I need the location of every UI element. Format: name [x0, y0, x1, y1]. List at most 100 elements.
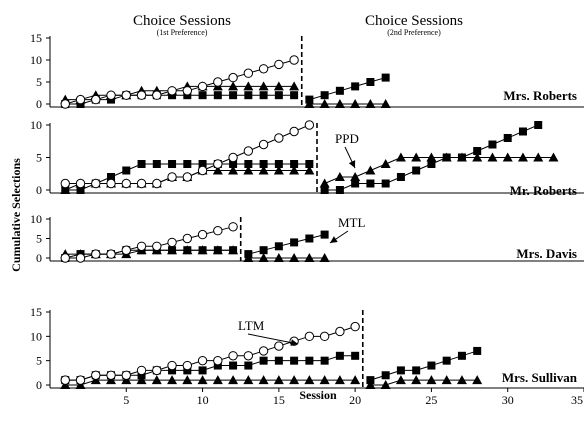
data-point-triangle [533, 152, 544, 162]
series-line [65, 94, 295, 105]
data-point-circle [91, 249, 101, 259]
data-point-triangle [395, 152, 406, 162]
series-triangle-filled [60, 152, 559, 194]
data-point-triangle [304, 165, 315, 175]
data-point-square [122, 166, 131, 175]
panel-label: Mrs. Sullivan [502, 370, 578, 385]
panel-label: Mr. Roberts [510, 183, 577, 198]
series-circle-open [60, 120, 315, 189]
data-point-square [381, 73, 390, 82]
y-tick-label: 0 [36, 97, 42, 111]
annotation-arrowhead [290, 339, 298, 347]
data-point-circle [75, 94, 86, 105]
data-point-square [366, 78, 375, 86]
data-point-triangle [472, 375, 483, 385]
data-point-square [381, 179, 390, 188]
y-tick-label: 10 [30, 212, 42, 226]
x-tick-label: 10 [197, 393, 209, 407]
data-point-triangle [289, 81, 300, 91]
x-axis: 5 10 15 20 25 30 35 [123, 388, 584, 407]
data-point-circle [258, 64, 269, 74]
data-point-square [229, 91, 238, 100]
panel-3: 0 5 10 Mrs. Davis MTL [30, 212, 584, 265]
data-point-triangle [304, 375, 315, 385]
data-point-circle [121, 90, 131, 100]
data-point-square [351, 351, 360, 360]
data-point-circle [121, 370, 131, 380]
data-point-triangle [350, 172, 361, 181]
data-point-square [366, 179, 375, 188]
data-point-circle [258, 346, 269, 356]
data-point-triangle [426, 375, 437, 385]
data-point-circle [197, 81, 208, 92]
data-point-square [229, 160, 238, 168]
series-line [324, 157, 554, 184]
panel-label: Mrs. Roberts [503, 88, 577, 103]
data-point-circle [75, 178, 86, 189]
data-point-square [335, 351, 344, 360]
data-point-circle [106, 178, 116, 189]
data-point-triangle [456, 375, 467, 385]
data-point-square [412, 366, 421, 375]
annotation-arrow [247, 333, 299, 345]
data-point-square [457, 351, 466, 360]
data-point-circle [197, 165, 208, 176]
data-point-square [320, 91, 329, 100]
annotation-arrowhead [330, 236, 338, 243]
data-point-square [198, 91, 207, 100]
data-point-circle [274, 133, 284, 143]
phase-title-2: Choice Sessions [365, 13, 463, 29]
data-point-square [305, 160, 314, 168]
data-point-square [274, 91, 283, 100]
data-point-circle [75, 253, 86, 263]
panel-1: 0 5 10 15 Mrs. Roberts [30, 31, 584, 111]
phase-subtitle-1: (1st Preference) [157, 28, 208, 37]
panels: 0 5 10 15 Mrs. Roberts 0 5 10 Mr. Roberts PPD 0 5 10… [30, 31, 584, 392]
data-point-circle [243, 68, 254, 78]
data-point-triangle [472, 152, 483, 162]
annotation-label: PPD [335, 131, 359, 146]
data-point-triangle [304, 253, 315, 262]
data-point-circle [197, 229, 208, 240]
data-point-square [229, 361, 238, 370]
data-point-square [259, 160, 268, 168]
data-point-triangle [319, 253, 330, 262]
x-tick-label: 5 [123, 393, 129, 407]
x-tick-label: 25 [425, 393, 437, 407]
y-tick-label: 10 [30, 118, 42, 132]
annotation-label: LTM [238, 318, 265, 333]
phase-subtitle-2: (2nd Preference) [387, 28, 441, 37]
data-point-triangle [167, 375, 178, 385]
data-point-square [396, 173, 405, 181]
data-point-square [107, 173, 116, 181]
data-point-triangle [243, 375, 254, 385]
data-point-triangle [182, 245, 193, 255]
data-point-triangle [441, 375, 452, 385]
data-point-square [259, 91, 268, 100]
data-point-circle [335, 326, 345, 337]
y-tick-label: 5 [36, 75, 42, 89]
data-point-triangle [502, 152, 513, 162]
data-point-square [290, 356, 299, 365]
data-point-triangle [167, 245, 178, 255]
data-point-triangle [517, 152, 528, 162]
y-tick-label: 5 [36, 354, 42, 368]
data-point-circle [91, 178, 101, 189]
data-point-circle [274, 59, 284, 70]
y-axis-title: Cumulative Selections [9, 158, 23, 272]
data-point-triangle [411, 375, 422, 385]
data-point-square [183, 366, 192, 375]
data-point-circle [60, 253, 70, 263]
data-point-triangle [319, 99, 330, 108]
data-point-circle [167, 360, 177, 371]
x-tick-label: 20 [349, 393, 361, 407]
data-point-circle [152, 178, 162, 189]
data-point-triangle [228, 81, 239, 91]
data-point-circle [182, 172, 193, 182]
data-point-triangle [304, 99, 315, 108]
data-point-square [274, 242, 283, 251]
data-point-square [534, 121, 543, 129]
data-point-circle [243, 146, 254, 156]
series-circle-open [60, 55, 299, 109]
data-point-square [168, 160, 177, 168]
